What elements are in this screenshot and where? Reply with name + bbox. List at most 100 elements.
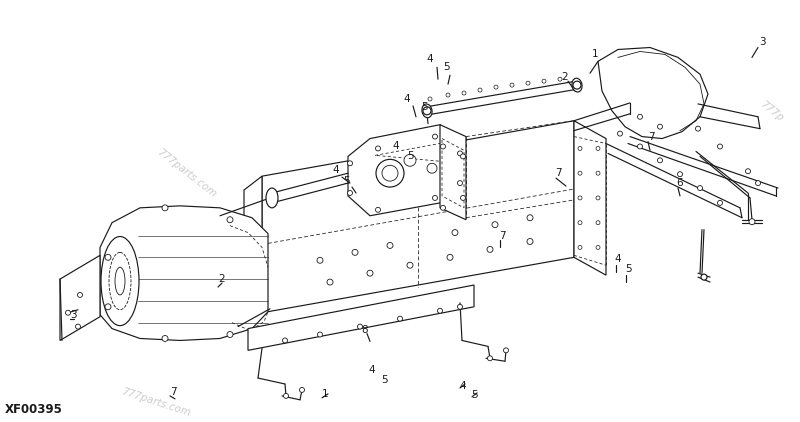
Circle shape [327,279,333,285]
Circle shape [461,195,466,200]
Circle shape [447,254,453,260]
Circle shape [578,171,582,175]
Circle shape [494,85,498,89]
Circle shape [387,243,393,249]
Circle shape [558,77,562,81]
Circle shape [78,292,82,298]
Text: 1: 1 [592,49,598,60]
Circle shape [462,91,466,95]
Text: 4: 4 [460,381,466,391]
Circle shape [638,114,642,119]
Circle shape [407,262,413,268]
Polygon shape [100,206,268,341]
Circle shape [755,181,761,186]
Polygon shape [598,48,708,138]
Circle shape [578,221,582,225]
Ellipse shape [115,267,125,295]
Text: 4: 4 [369,365,375,375]
Circle shape [75,324,81,329]
Circle shape [283,393,289,398]
Text: 5: 5 [470,390,478,400]
Ellipse shape [101,237,139,326]
Circle shape [358,324,362,329]
Circle shape [433,195,438,200]
Text: 7: 7 [498,230,506,241]
Circle shape [105,254,111,260]
Circle shape [578,196,582,200]
Circle shape [492,222,498,227]
Circle shape [162,335,168,341]
Circle shape [458,304,462,309]
Circle shape [367,270,373,276]
Circle shape [375,207,381,212]
Text: 7: 7 [170,387,176,397]
Circle shape [503,348,509,353]
Circle shape [658,158,662,163]
Text: 5: 5 [408,151,414,161]
Ellipse shape [266,188,278,208]
Circle shape [458,181,462,186]
Circle shape [282,338,287,343]
Text: 3: 3 [758,37,766,46]
Circle shape [227,332,233,338]
Polygon shape [248,285,474,350]
Text: 3: 3 [70,310,76,320]
Circle shape [596,196,600,200]
Circle shape [749,219,755,225]
Text: 777parts.com: 777parts.com [120,387,192,419]
Polygon shape [60,255,100,341]
Circle shape [698,186,702,190]
Circle shape [618,131,622,136]
Text: 5: 5 [626,264,632,274]
Circle shape [376,160,404,187]
Circle shape [638,144,642,149]
Circle shape [433,134,438,139]
Circle shape [526,81,530,85]
Ellipse shape [109,252,131,310]
Circle shape [718,144,722,149]
Circle shape [578,246,582,249]
Circle shape [527,215,533,221]
Circle shape [542,79,546,83]
Circle shape [527,238,533,244]
Circle shape [227,217,233,223]
Text: 7: 7 [554,168,562,178]
Circle shape [299,387,305,392]
Circle shape [452,230,458,235]
Circle shape [596,171,600,175]
Circle shape [487,356,493,361]
Circle shape [347,161,353,166]
Circle shape [441,206,446,210]
Circle shape [596,246,600,249]
Circle shape [162,205,168,211]
Circle shape [461,154,466,159]
Circle shape [398,316,402,321]
Text: 4: 4 [426,54,434,65]
Text: 5: 5 [421,102,427,112]
Ellipse shape [422,104,432,118]
Ellipse shape [572,78,582,92]
Circle shape [718,200,722,206]
Circle shape [487,246,493,252]
Text: 2: 2 [562,72,568,82]
Text: 7: 7 [648,132,654,141]
Text: 4: 4 [614,254,622,264]
Circle shape [438,308,442,313]
Circle shape [382,165,398,181]
Text: 2: 2 [218,274,226,284]
Polygon shape [574,121,606,275]
Circle shape [596,221,600,225]
Circle shape [427,163,437,173]
Polygon shape [348,125,462,216]
Circle shape [510,83,514,87]
Text: 4: 4 [404,94,410,104]
Circle shape [441,144,446,149]
Circle shape [375,146,381,151]
Text: XF00395: XF00395 [5,403,63,416]
Circle shape [596,146,600,150]
Polygon shape [440,125,466,220]
Polygon shape [244,176,262,325]
Text: 5: 5 [444,62,450,72]
Circle shape [66,310,70,315]
Circle shape [318,332,322,337]
